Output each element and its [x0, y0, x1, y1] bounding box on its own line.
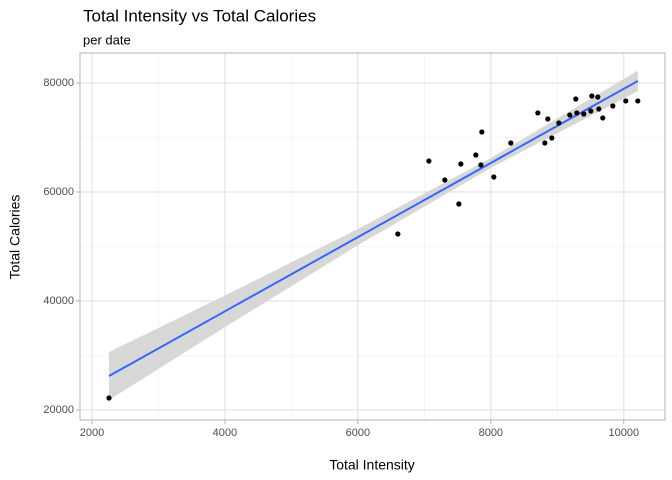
point	[478, 162, 484, 168]
point	[508, 140, 514, 146]
point	[567, 112, 573, 118]
point	[581, 111, 587, 117]
point	[595, 94, 601, 100]
point	[456, 201, 462, 207]
point	[545, 116, 551, 122]
chart-subtitle: per date	[83, 32, 131, 47]
point	[106, 395, 112, 401]
point	[549, 135, 555, 141]
x-tick-label: 8000	[479, 427, 503, 439]
point	[442, 177, 448, 183]
point	[610, 103, 616, 109]
point	[542, 140, 548, 146]
point	[635, 98, 641, 104]
point	[491, 174, 497, 180]
point	[623, 98, 629, 104]
y-tick-label: 60000	[43, 186, 74, 198]
point	[535, 110, 541, 116]
x-tick-label: 10000	[608, 427, 639, 439]
point	[473, 152, 479, 158]
point	[395, 231, 401, 237]
chart-title: Total Intensity vs Total Calories	[83, 6, 316, 25]
point	[573, 96, 579, 102]
point	[596, 106, 602, 112]
point	[458, 161, 464, 167]
x-tick-label: 6000	[346, 427, 370, 439]
point	[574, 110, 580, 116]
x-tick-label: 4000	[213, 427, 237, 439]
panel-border	[79, 52, 666, 421]
confidence-band	[108, 70, 638, 400]
y-tick-label: 20000	[43, 404, 74, 416]
y-axis-label: Total Calories	[7, 195, 23, 280]
x-axis-label: Total Intensity	[329, 457, 415, 473]
y-tick-label: 40000	[43, 295, 74, 307]
fit-line	[108, 80, 639, 377]
point	[589, 93, 595, 99]
y-tick-label: 80000	[43, 77, 74, 89]
point	[426, 158, 432, 164]
x-tick-label: 2000	[80, 427, 104, 439]
point	[479, 129, 485, 135]
point	[588, 108, 594, 114]
point	[600, 115, 606, 121]
point	[556, 120, 562, 126]
